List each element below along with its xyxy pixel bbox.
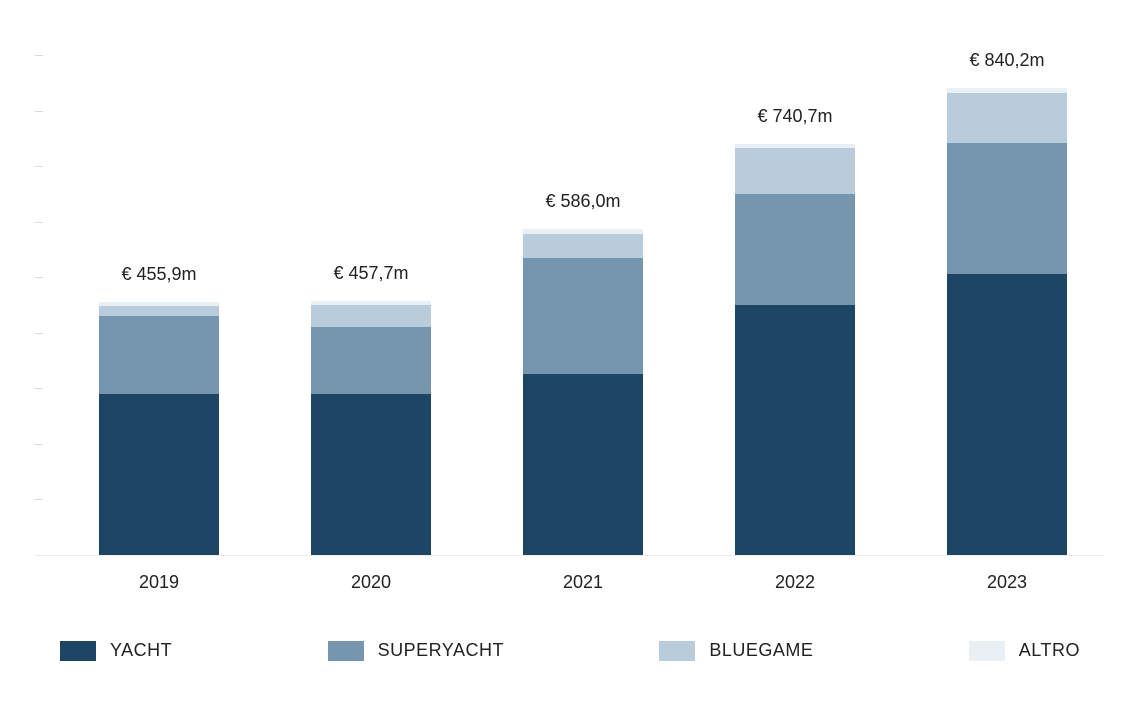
legend-swatch [60,641,96,661]
seg-yacht [99,394,219,555]
y-tick [35,499,43,500]
legend-swatch [328,641,364,661]
y-tick [35,333,43,334]
legend-swatch [969,641,1005,661]
seg-bluegame [311,305,431,327]
y-tick [35,277,43,278]
x-axis-baseline [35,555,1105,556]
bar-total-label: € 840,2m [907,50,1107,71]
legend-swatch [659,641,695,661]
bar-2023 [947,0,1067,555]
bar-total-label: € 740,7m [695,106,895,127]
seg-superyacht [735,194,855,305]
legend-label: SUPERYACHT [378,640,504,661]
legend: YACHT SUPERYACHT BLUEGAME ALTRO [60,640,1080,661]
x-axis-label: 2020 [271,572,471,593]
legend-label: BLUEGAME [709,640,813,661]
bar-2022 [735,0,855,555]
y-tick [35,444,43,445]
seg-yacht [523,374,643,555]
bar-total-label: € 586,0m [483,191,683,212]
seg-superyacht [99,316,219,394]
y-tick [35,222,43,223]
y-tick [35,111,43,112]
x-axis-label: 2021 [483,572,683,593]
legend-label: ALTRO [1019,640,1080,661]
x-axis-label: 2023 [907,572,1107,593]
x-axis-label: 2022 [695,572,895,593]
seg-yacht [735,305,855,555]
legend-item-superyacht: SUPERYACHT [328,640,504,661]
seg-bluegame [947,93,1067,143]
x-axis-label: 2019 [59,572,259,593]
legend-item-bluegame: BLUEGAME [659,640,813,661]
y-tick [35,388,43,389]
seg-superyacht [311,327,431,394]
seg-yacht [311,394,431,555]
bar-total-label: € 455,9m [59,264,259,285]
seg-superyacht [523,258,643,375]
seg-bluegame [735,148,855,194]
revenue-stacked-bar-chart: € 455,9m 2019 € 457,7m 2020 € 586,0m 2021 € 74… [0,0,1140,723]
seg-superyacht [947,143,1067,275]
bar-total-label: € 457,7m [271,263,471,284]
y-tick [35,55,43,56]
seg-bluegame [99,306,219,316]
bar-2021 [523,0,643,555]
seg-bluegame [523,234,643,258]
legend-label: YACHT [110,640,172,661]
legend-item-yacht: YACHT [60,640,172,661]
y-tick [35,166,43,167]
seg-yacht [947,274,1067,555]
legend-item-altro: ALTRO [969,640,1080,661]
